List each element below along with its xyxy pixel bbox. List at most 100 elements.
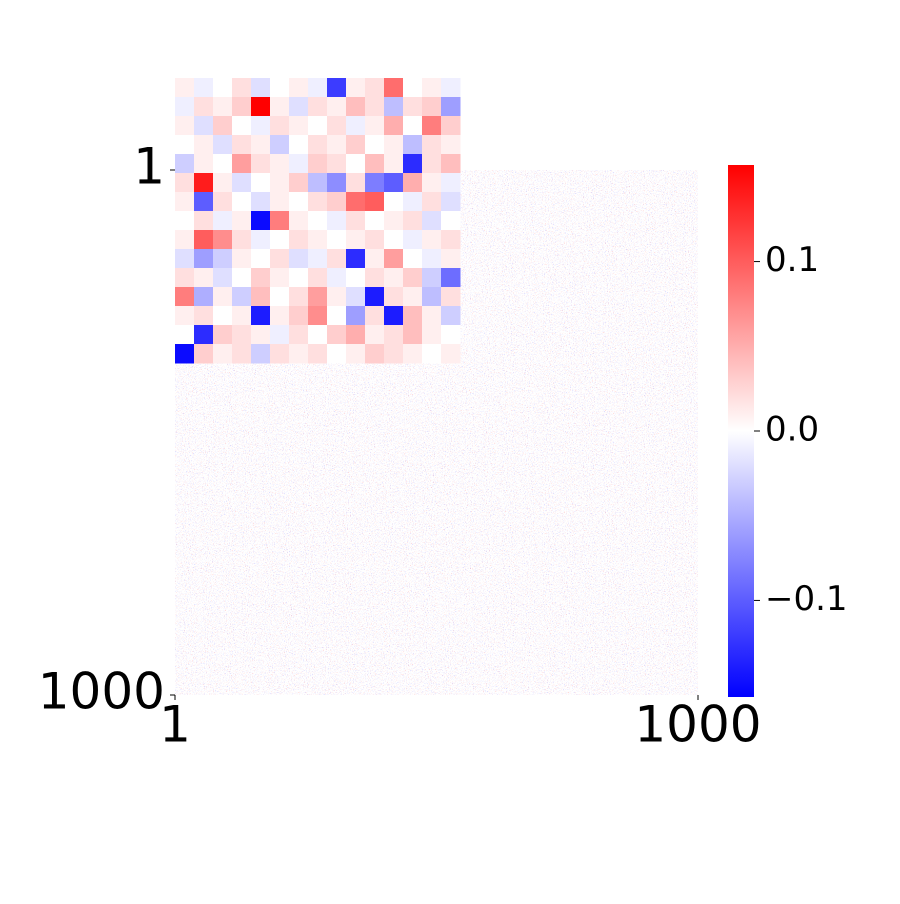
colorbar-tick-label: −0.1 [765, 579, 848, 619]
inset-cell [403, 78, 423, 98]
inset-cell [289, 192, 309, 212]
inset-cell [232, 211, 252, 231]
inset-cell [232, 173, 252, 193]
inset-cell [270, 192, 290, 212]
inset-cell [384, 230, 404, 250]
inset-cell [441, 173, 461, 193]
inset-cell [422, 211, 442, 231]
inset-cell [308, 192, 328, 212]
inset-cell [213, 268, 233, 288]
inset-cell [289, 116, 309, 136]
inset-cell [251, 135, 271, 155]
inset-cell [251, 154, 271, 174]
inset-cell [232, 154, 252, 174]
inset-cell [289, 230, 309, 250]
inset-cell [270, 116, 290, 136]
inset-cell [403, 135, 423, 155]
inset-cell [251, 287, 271, 307]
inset-cell [175, 230, 195, 250]
inset-cell [251, 344, 271, 364]
inset-cell [384, 211, 404, 231]
inset-cell [175, 97, 195, 117]
inset-cell [422, 249, 442, 269]
inset-cell [365, 211, 385, 231]
inset-cell [175, 173, 195, 193]
inset-cell [403, 306, 423, 326]
inset-cell [327, 325, 347, 345]
inset-cell [194, 344, 214, 364]
inset-cell [384, 287, 404, 307]
inset-cell [289, 97, 309, 117]
inset-cell [365, 192, 385, 212]
inset-cell [441, 230, 461, 250]
inset-cell [251, 306, 271, 326]
inset-cell [308, 325, 328, 345]
x-tick-label: 1 [159, 696, 191, 754]
inset-cell [232, 230, 252, 250]
inset-cell [441, 116, 461, 136]
inset-cell [384, 249, 404, 269]
inset-cell [346, 135, 366, 155]
inset-cell [365, 135, 385, 155]
inset-cell [251, 325, 271, 345]
inset-cell [194, 325, 214, 345]
inset-cell [403, 287, 423, 307]
inset-cell [194, 192, 214, 212]
inset-cell [365, 249, 385, 269]
inset-cell [346, 325, 366, 345]
x-tick-label: 1000 [634, 696, 761, 754]
inset-cell [194, 78, 214, 98]
inset-cell [422, 154, 442, 174]
inset-cell [175, 344, 195, 364]
inset-cell [365, 306, 385, 326]
inset-cell [308, 154, 328, 174]
inset-cell [289, 211, 309, 231]
inset-cell [327, 78, 347, 98]
inset-cell [289, 325, 309, 345]
inset-cell [213, 135, 233, 155]
inset-cell [232, 344, 252, 364]
inset-cell [270, 325, 290, 345]
inset-cell [346, 211, 366, 231]
inset-cell [422, 344, 442, 364]
inset-cell [289, 268, 309, 288]
inset-cell [232, 249, 252, 269]
inset-cell [194, 249, 214, 269]
inset-cell [327, 306, 347, 326]
inset-cell [346, 287, 366, 307]
inset-cell [194, 230, 214, 250]
inset-cell [308, 173, 328, 193]
inset-cell [213, 249, 233, 269]
inset-cell [422, 325, 442, 345]
inset-cell [232, 287, 252, 307]
inset-cell [346, 192, 366, 212]
inset-cell [441, 249, 461, 269]
inset-cell [213, 116, 233, 136]
inset-cell [308, 211, 328, 231]
inset-cell [441, 306, 461, 326]
inset-cell [175, 192, 195, 212]
inset-cell [213, 78, 233, 98]
inset-cell [289, 78, 309, 98]
inset-cell [308, 287, 328, 307]
inset-cell [403, 154, 423, 174]
inset-cell [194, 211, 214, 231]
inset-cell [289, 135, 309, 155]
inset-cell [403, 344, 423, 364]
y-tick-label: 1 [133, 138, 165, 196]
inset-cell [251, 192, 271, 212]
inset-cell [232, 268, 252, 288]
inset-cell [289, 173, 309, 193]
inset-cell [441, 135, 461, 155]
inset-cell [365, 287, 385, 307]
inset-cell [403, 268, 423, 288]
inset-cell [194, 154, 214, 174]
inset-cell [346, 230, 366, 250]
inset-cell [441, 325, 461, 345]
inset-cell [327, 230, 347, 250]
inset-cell [270, 268, 290, 288]
inset-cell [384, 116, 404, 136]
inset-cell [251, 249, 271, 269]
inset-cell [346, 78, 366, 98]
